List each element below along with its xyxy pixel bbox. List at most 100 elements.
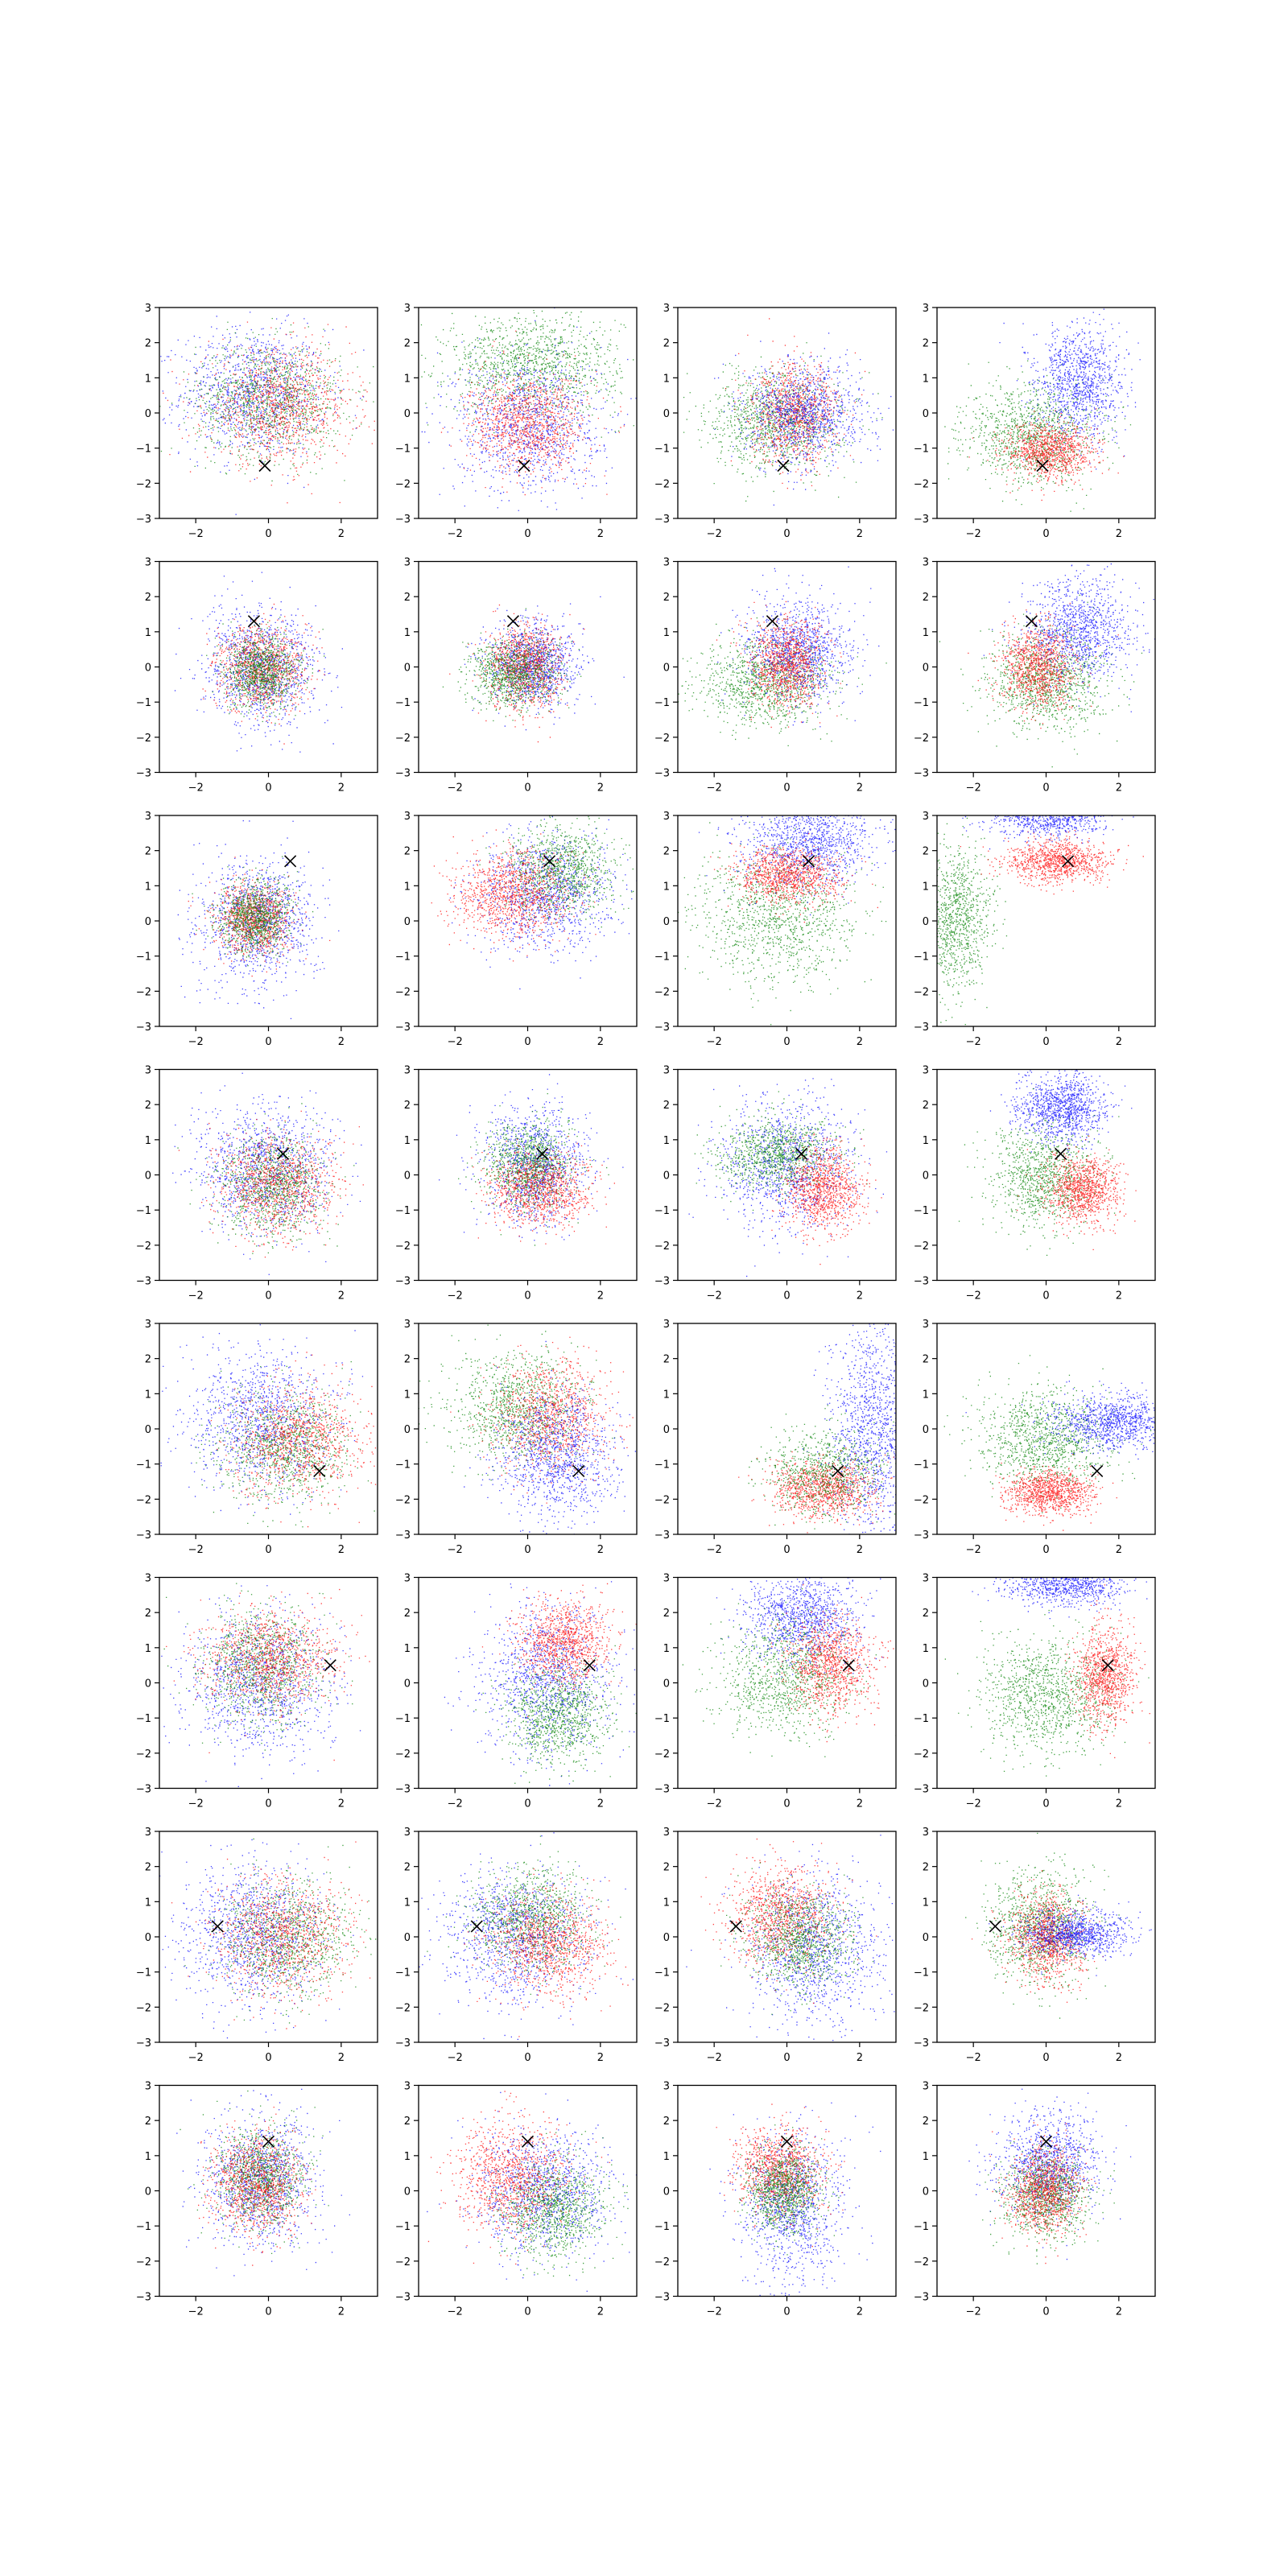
y-tick-label: −2 [395, 2002, 411, 2014]
y-tick-label: −2 [654, 478, 670, 490]
series-red-points [960, 830, 1144, 894]
x-tick-label: −2 [707, 2306, 722, 2318]
y-tick-label: −2 [136, 2002, 151, 2014]
y-tick-label: 3 [923, 557, 929, 569]
y-tick-label: −3 [914, 2037, 929, 2050]
points-layer [921, 1550, 1162, 1777]
y-tick-label: 1 [923, 2151, 929, 2163]
axes-frame [678, 562, 896, 773]
y-tick-label: 3 [923, 1065, 929, 1077]
points-layer [178, 820, 340, 1019]
y-tick-label: −1 [914, 1205, 929, 1217]
x-tick-label: 0 [783, 1290, 790, 1302]
y-tick-label: −2 [914, 1748, 929, 1761]
x-tick-label: 0 [1042, 1798, 1049, 1810]
series-red-points [764, 1584, 922, 1742]
y-tick-label: −3 [136, 768, 151, 780]
series-blue-points [439, 1059, 624, 1241]
series-red-points [441, 331, 625, 496]
y-tick-label: 2 [404, 1354, 411, 1366]
x-tick-label: −2 [448, 2306, 463, 2318]
y-tick-label: −2 [654, 733, 670, 745]
x-tick-label: 0 [1042, 1544, 1049, 1556]
x-tick-label: 0 [265, 1798, 271, 1810]
y-tick-label: 2 [923, 1100, 929, 1112]
series-blue-points [444, 1567, 654, 1792]
y-tick-label: 3 [145, 1319, 151, 1331]
y-tick-label: −2 [914, 733, 929, 745]
y-tick-label: 1 [923, 881, 929, 893]
y-tick-label: 3 [404, 1827, 411, 1839]
y-tick-label: 3 [145, 2081, 151, 2093]
y-tick-label: −1 [654, 1967, 670, 1979]
y-tick-label: 2 [145, 338, 151, 350]
x-tick-label: 0 [524, 1798, 530, 1810]
y-tick-label: −2 [914, 1494, 929, 1506]
axes-frame [678, 815, 896, 1026]
series-red-points [418, 2083, 610, 2264]
x-tick-label: −2 [707, 1798, 722, 1810]
y-tick-label: 1 [663, 1135, 670, 1147]
axes-frame [159, 1578, 378, 1789]
y-tick-label: 2 [404, 338, 411, 350]
points-layer [176, 2057, 350, 2277]
y-tick-label: 0 [145, 1424, 151, 1436]
series-red-points [464, 1868, 650, 2037]
x-tick-label: 2 [1116, 528, 1122, 540]
points-layer [670, 318, 894, 506]
y-tick-label: −1 [395, 1967, 411, 1979]
y-tick-label: 1 [663, 1643, 670, 1655]
y-tick-label: 1 [404, 881, 411, 893]
x-tick-label: 2 [597, 782, 604, 795]
y-tick-label: −2 [136, 986, 151, 998]
series-green-points [944, 1355, 1171, 1513]
x-tick-label: 2 [338, 1544, 345, 1556]
y-tick-label: −2 [914, 478, 929, 490]
y-tick-label: 3 [923, 1319, 929, 1331]
y-tick-label: 2 [145, 846, 151, 858]
y-tick-label: 2 [923, 592, 929, 604]
x-tick-label: 2 [1116, 782, 1122, 795]
points-layer [439, 1059, 624, 1246]
y-tick-label: 3 [404, 2081, 411, 2093]
x-tick-label: 2 [597, 2306, 604, 2318]
y-tick-label: 0 [404, 2186, 411, 2198]
y-tick-label: 0 [404, 1932, 411, 1944]
y-tick-label: −2 [395, 1748, 411, 1761]
x-tick-label: 2 [857, 528, 863, 540]
y-tick-label: 1 [145, 881, 151, 893]
y-tick-label: −3 [914, 768, 929, 780]
y-tick-label: 3 [923, 1573, 929, 1585]
y-tick-label: −3 [136, 2037, 151, 2050]
y-tick-label: 2 [145, 1862, 151, 1874]
x-tick-label: −2 [448, 528, 463, 540]
series-green-points [886, 811, 1007, 1034]
y-tick-label: 0 [145, 1678, 151, 1690]
y-tick-label: −3 [395, 768, 411, 780]
series-red-points [482, 1583, 647, 1717]
y-tick-label: 1 [145, 1897, 151, 1909]
x-tick-label: −2 [707, 1036, 722, 1048]
y-tick-label: 2 [923, 1862, 929, 1874]
x-tick-label: 0 [265, 782, 271, 795]
points-layer [686, 1798, 942, 2063]
axes-frame [419, 308, 637, 518]
y-tick-label: 1 [145, 1389, 151, 1401]
y-tick-label: 2 [404, 1100, 411, 1112]
y-tick-label: 2 [404, 846, 411, 858]
series-blue-points [411, 308, 637, 549]
y-tick-label: 0 [663, 663, 670, 675]
y-tick-label: −2 [136, 733, 151, 745]
points-layer [443, 597, 625, 743]
y-tick-label: 1 [145, 2151, 151, 2163]
y-tick-label: −3 [654, 514, 670, 526]
x-tick-label: −2 [448, 1798, 463, 1810]
axes-frame [678, 1578, 896, 1789]
series-blue-points [689, 1059, 888, 1277]
